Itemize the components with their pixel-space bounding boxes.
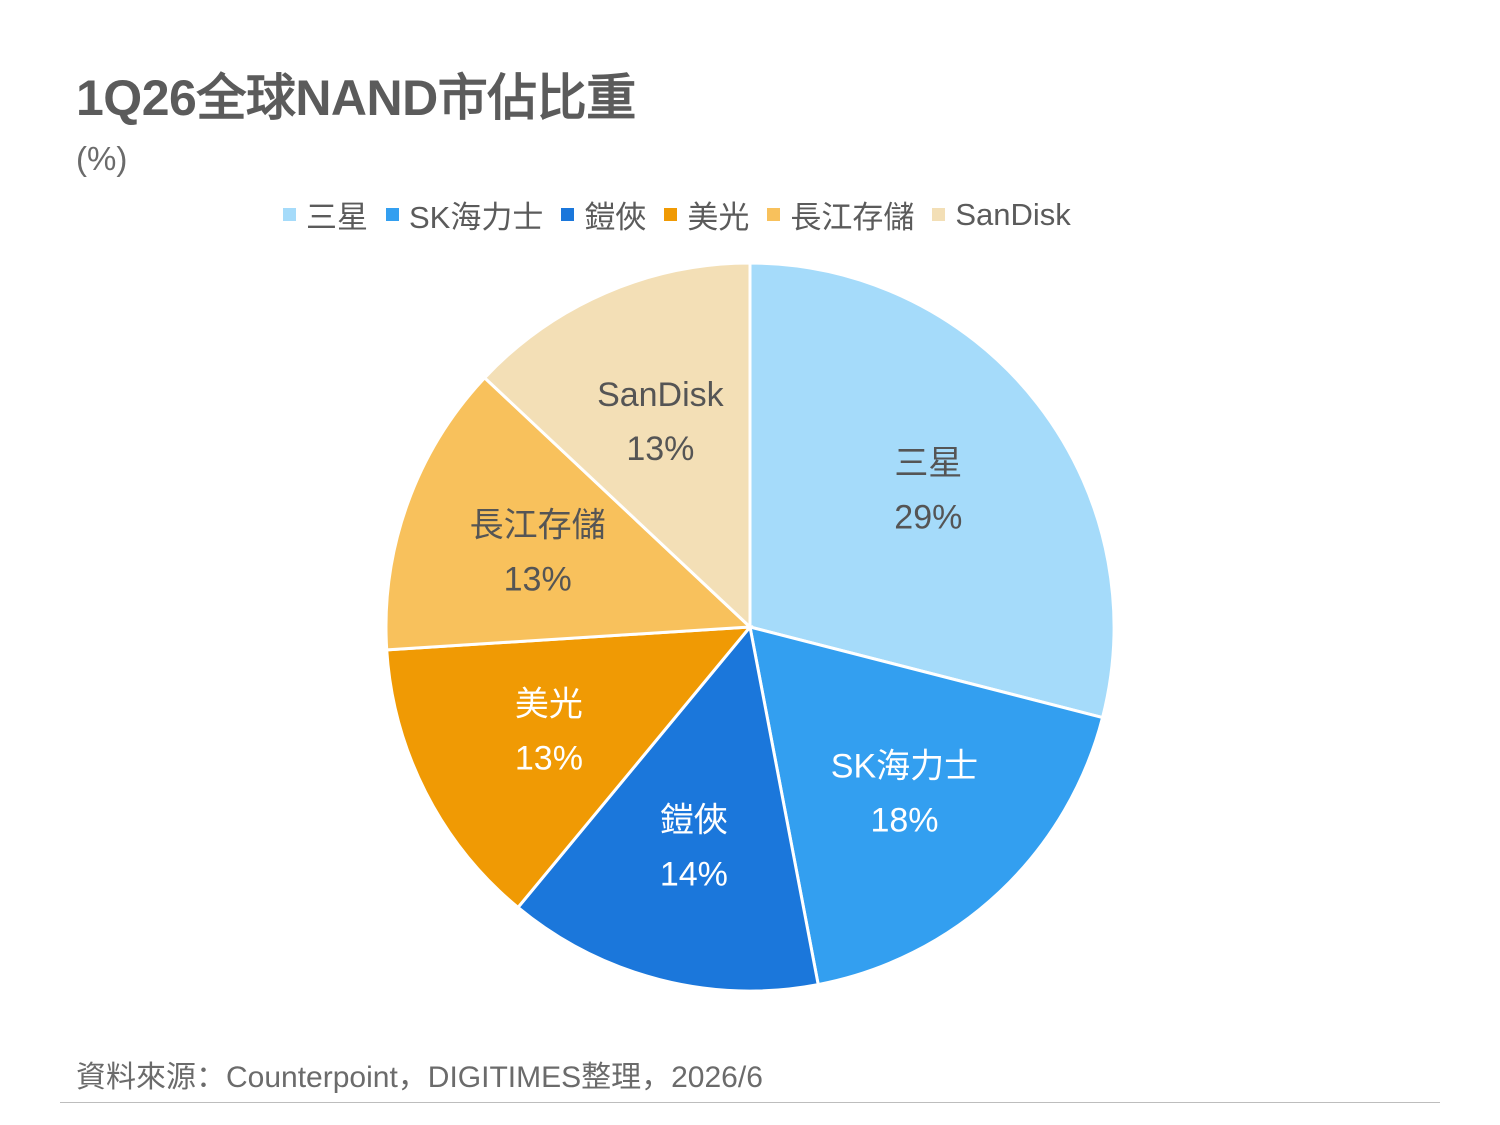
slice-name-label: 鎧俠 <box>660 802 728 840</box>
legend-swatch <box>664 208 678 221</box>
bottom-divider <box>60 1102 1440 1103</box>
slice-value-label: 13% <box>515 739 583 777</box>
pie-slice <box>482 261 752 631</box>
pie-slice <box>515 623 820 993</box>
legend-swatch <box>283 208 296 221</box>
legend-swatch <box>767 208 781 221</box>
slice-name-label: 美光 <box>515 685 583 723</box>
slice-value-label: 18% <box>870 802 938 840</box>
slice-value-label: 14% <box>660 856 728 894</box>
pie-slice <box>748 624 1105 987</box>
legend-item: 美光 <box>664 192 749 237</box>
slice-name-label: 三星 <box>894 445 962 483</box>
legend-swatch <box>386 208 399 221</box>
slice-name-label: SK海力士 <box>831 748 978 786</box>
legend: 三星 SK海力士 鎧俠 美光 長江存儲 SanDisk <box>283 192 1071 237</box>
legend-swatch <box>932 208 946 221</box>
legend-label: SK海力士 <box>409 200 544 235</box>
pie-slice <box>748 261 1116 720</box>
legend-label: 鎧俠 <box>584 200 647 235</box>
slice-name-label: 長江存儲 <box>470 507 606 545</box>
legend-item: 三星 <box>283 192 368 237</box>
pie-slice <box>385 625 754 910</box>
slice-value-label: 13% <box>504 561 572 599</box>
source-footnote: 資料來源：Counterpoint，DIGITIMES整理，2026/6 <box>76 1061 763 1094</box>
slice-name-label: SanDisk <box>597 376 725 414</box>
chart-title: 1Q26全球NAND市佔比重 <box>76 70 636 126</box>
unit-label: (%) <box>76 140 128 177</box>
legend-label: 三星 <box>306 200 368 235</box>
pie-slice <box>384 375 754 652</box>
legend-item: SanDisk <box>932 196 1071 233</box>
legend-item: SK海力士 <box>386 192 543 237</box>
legend-label: 美光 <box>687 200 750 235</box>
slice-value-label: 13% <box>626 430 694 468</box>
legend-swatch <box>561 208 575 221</box>
legend-item: 鎧俠 <box>561 192 646 237</box>
legend-label: SanDisk <box>955 196 1071 232</box>
legend-label: 長江存儲 <box>790 200 915 235</box>
legend-item: 長江存儲 <box>767 192 914 237</box>
slice-value-label: 29% <box>894 499 962 537</box>
